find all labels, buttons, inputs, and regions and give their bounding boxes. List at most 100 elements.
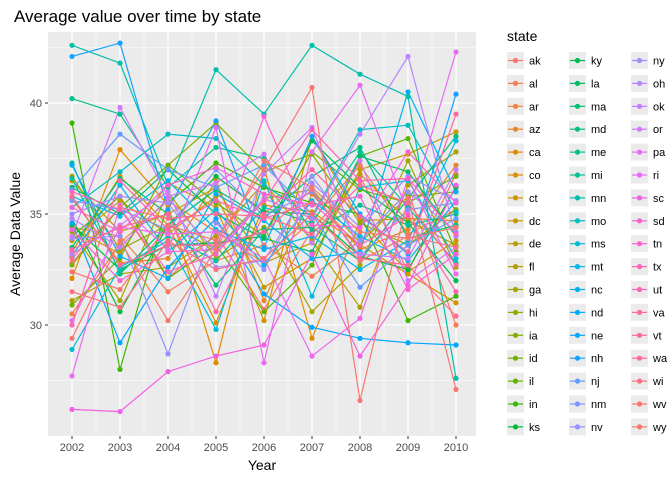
legend-item-ny: ny [631, 52, 665, 69]
legend-key-point [636, 401, 643, 407]
data-point-al [165, 289, 171, 295]
data-point-wa [357, 182, 363, 188]
legend-key-point [574, 286, 581, 293]
x-tick-label: 2008 [348, 442, 372, 454]
data-point-wv [117, 286, 123, 293]
data-point-ne [213, 215, 219, 222]
data-point-nc [357, 233, 363, 239]
data-point-la [405, 169, 411, 175]
legend-item-wy: wy [631, 418, 667, 436]
data-point-or [261, 151, 267, 157]
legend-item-mi: mi [569, 166, 603, 184]
legend-item-ok: ok [631, 97, 665, 115]
legend-label: dc [529, 216, 541, 228]
data-point-oh [69, 215, 75, 222]
data-point-mo [405, 122, 411, 128]
data-point-me [357, 202, 363, 208]
legend-key-point [574, 103, 581, 109]
y-tick-label: 35 [30, 209, 42, 221]
data-point-nv [309, 173, 315, 179]
legend-key-point [512, 218, 519, 224]
legend-item-me: me [569, 143, 606, 161]
legend-item-nd: nd [569, 303, 603, 321]
legend-item-wa: wa [631, 349, 668, 367]
data-point-pa [309, 149, 315, 155]
data-point-va [165, 211, 171, 217]
legend-key-point [574, 355, 581, 361]
data-point-wa [213, 211, 219, 217]
legend-label: sc [653, 193, 665, 205]
data-point-ca [69, 275, 75, 281]
data-point-de [357, 171, 363, 177]
data-point-tn [165, 249, 171, 255]
data-point-mn [309, 42, 315, 48]
legend-label: ak [529, 56, 541, 68]
legend-key-point [574, 378, 581, 384]
data-point-az [261, 297, 267, 304]
data-point-dc [117, 198, 123, 204]
data-point-il [261, 309, 267, 315]
data-point-mn [213, 67, 219, 73]
legend-key-point [512, 149, 519, 155]
data-point-ca [309, 335, 315, 341]
data-point-id [453, 173, 459, 179]
legend-item-ct: ct [507, 189, 538, 207]
legend-item-oh: oh [631, 74, 665, 92]
legend-label: ms [591, 239, 606, 251]
legend-label: wv [652, 399, 667, 411]
data-point-me [69, 95, 75, 102]
data-point-mi [69, 175, 75, 182]
legend-item-wi: wi [631, 372, 663, 390]
legend-key-point [636, 424, 643, 430]
data-point-ma [453, 133, 459, 139]
data-point-az [453, 162, 459, 168]
data-point-wi [357, 258, 363, 264]
legend-label: ut [653, 285, 662, 297]
legend-label: de [529, 239, 541, 251]
data-point-mi [213, 258, 219, 264]
data-point-az [165, 255, 171, 262]
legend-key-point [512, 195, 519, 201]
legend-label: or [653, 124, 663, 136]
legend-key-point [636, 57, 643, 64]
legend-label: mi [591, 170, 603, 182]
legend-key-point [574, 264, 581, 270]
legend-label: wy [652, 422, 667, 434]
legend-item-in: in [507, 395, 538, 413]
data-point-va [213, 309, 219, 315]
legend-key-point [512, 286, 519, 293]
data-point-nv [165, 351, 171, 357]
data-point-wa [309, 231, 315, 237]
legend-key-point [574, 401, 581, 407]
data-point-wv [261, 167, 267, 173]
data-point-tx [453, 231, 459, 237]
data-point-mi [117, 269, 123, 275]
data-point-nh [213, 118, 219, 124]
data-point-tx [165, 269, 171, 275]
legend-item-ga: ga [507, 281, 542, 298]
legend-label: il [529, 376, 534, 388]
data-point-ks [117, 309, 123, 315]
data-point-mo [213, 135, 219, 142]
legend-item-va: va [631, 303, 666, 321]
legend-item-ms: ms [569, 235, 606, 253]
legend-item-ks: ks [507, 418, 541, 436]
data-point-ky [453, 278, 459, 284]
legend-key-point [636, 355, 643, 361]
legend-key-point [512, 103, 519, 109]
data-point-tx [261, 198, 267, 204]
legend-key-point [636, 149, 643, 155]
legend-label: ks [529, 422, 541, 434]
data-point-al [453, 322, 459, 328]
data-point-tn [453, 200, 459, 206]
data-point-ok [165, 189, 171, 195]
data-point-wi [309, 211, 315, 217]
legend-item-ne: ne [569, 326, 603, 344]
legend-key-point [636, 103, 643, 109]
data-point-ky [309, 138, 315, 144]
data-point-in [213, 160, 219, 166]
data-point-sd [357, 193, 363, 199]
legend-label: tn [653, 239, 662, 251]
data-point-wv [309, 84, 315, 91]
legend-key-point [574, 218, 581, 224]
